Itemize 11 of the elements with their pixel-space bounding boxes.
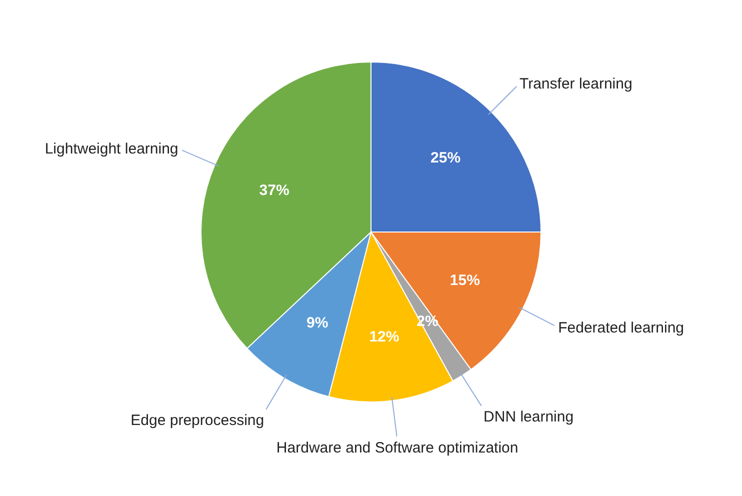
data-label: 25% bbox=[430, 149, 461, 166]
data-label: 15% bbox=[450, 272, 480, 289]
slice-label: Transfer learning bbox=[519, 76, 632, 93]
slice-label: Edge preprocessing bbox=[130, 412, 264, 429]
slice-label: Lightweight learning bbox=[44, 140, 178, 158]
slice-label: Federated learning bbox=[558, 319, 684, 336]
slice-label: Hardware and Software optimization bbox=[276, 439, 518, 456]
data-label: 37% bbox=[259, 182, 290, 200]
data-label: 9% bbox=[306, 314, 328, 332]
data-label: 12% bbox=[369, 328, 400, 346]
slice-label: DNN learning bbox=[484, 408, 574, 426]
